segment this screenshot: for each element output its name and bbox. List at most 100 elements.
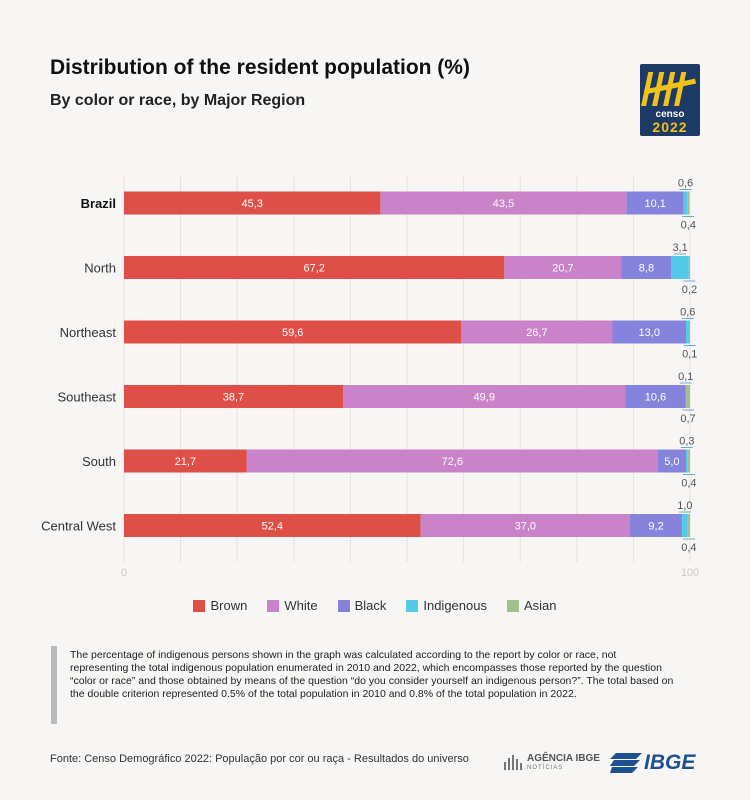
data-label: 49,9: [474, 392, 495, 404]
data-label: 59,6: [282, 327, 303, 339]
category-label: Northeast: [60, 325, 117, 340]
data-label: 0,4: [681, 542, 696, 554]
legend-label: Indigenous: [423, 598, 487, 613]
legend-swatch: [267, 599, 280, 612]
legend-item: Brown: [193, 598, 247, 613]
bar-segment: [124, 449, 247, 473]
bar-segment: [124, 256, 505, 279]
legend-label: Brown: [210, 598, 248, 613]
bar-segment: [124, 191, 381, 215]
data-label: 37,0: [515, 521, 536, 533]
bar-segment: [687, 514, 690, 537]
bar-segment: [686, 320, 690, 344]
x-tick-label: 0: [121, 567, 127, 579]
note-text: The percentage of indigenous persons sho…: [70, 649, 674, 700]
data-label: 0,4: [681, 220, 696, 232]
bar-segment: [461, 320, 613, 344]
bar-segment: [688, 256, 690, 279]
bar-segment: [625, 385, 686, 408]
data-label: 26,7: [526, 327, 547, 339]
data-label: 45,3: [241, 198, 262, 210]
bar-segment: [246, 449, 658, 473]
bar-segment: [380, 191, 627, 215]
data-label: 1,0: [677, 500, 692, 512]
legend-label: Asian: [523, 598, 557, 613]
category-label: Brazil: [81, 196, 116, 211]
data-label: 9,2: [648, 521, 663, 533]
legend-label: White: [284, 598, 318, 613]
data-label: 13,0: [639, 327, 660, 339]
bar-segment: [626, 191, 684, 215]
legend-swatch: [506, 599, 519, 612]
logo-word-censo: censo: [655, 109, 685, 120]
data-label: 0,3: [679, 436, 694, 448]
data-label: 67,2: [303, 263, 324, 275]
bar-segment: [124, 514, 421, 537]
bar-segment: [685, 385, 687, 408]
category-label: Southeast: [57, 390, 116, 405]
data-label: 43,5: [493, 198, 514, 210]
legend-item: Indigenous: [406, 598, 487, 613]
agencia-word: AGÊNCIA IBGE: [527, 753, 600, 764]
legend-item: Asian: [506, 598, 557, 613]
legend-item: Black: [337, 598, 387, 613]
legend-swatch: [406, 599, 419, 612]
censo-2022-logo: censo 2022: [640, 64, 700, 136]
bar-segment: [621, 256, 672, 279]
bar-segment: [683, 191, 688, 215]
category-label: South: [82, 454, 116, 469]
data-label: 10,6: [645, 392, 666, 404]
ibge-logo: IBGE: [610, 750, 705, 776]
category-label: Central West: [41, 519, 116, 534]
data-label: 0,6: [680, 307, 695, 319]
data-label: 8,8: [639, 263, 654, 275]
agencia-sub: NOTÍCIAS: [527, 765, 564, 771]
bar-segment: [420, 514, 631, 537]
data-label: 0,6: [678, 178, 693, 190]
bar-segment: [630, 514, 683, 537]
category-label: North: [84, 261, 116, 276]
bar-segment: [687, 449, 690, 473]
bar-segment: [124, 320, 462, 344]
legend-item: White: [267, 598, 318, 613]
bar-segment: [671, 256, 689, 279]
data-label: 21,7: [175, 456, 196, 468]
logo-word-2022: 2022: [652, 119, 688, 135]
chart-title: Distribution of the resident population …: [50, 56, 470, 79]
bar-segment: [682, 514, 688, 537]
bar-segment: [657, 449, 687, 473]
data-label: 52,4: [262, 521, 283, 533]
tally-marks-icon: [641, 72, 697, 106]
data-label: 0,7: [680, 413, 695, 425]
legend-label: Black: [354, 598, 387, 613]
ibge-word: IBGE: [644, 751, 696, 774]
methodology-note: The percentage of indigenous persons sho…: [51, 646, 676, 724]
legend-swatch: [193, 599, 206, 612]
data-label: 0,1: [678, 371, 693, 383]
data-label: 0,4: [681, 478, 696, 490]
data-label: 20,7: [552, 263, 573, 275]
data-label: 0,2: [682, 284, 697, 296]
ibge-mark-icon: [610, 753, 642, 773]
bar-segment: [504, 256, 622, 279]
agencia-ibge-logo: AGÊNCIA IBGE NOTÍCIAS: [503, 750, 600, 776]
bar-segment: [612, 320, 687, 344]
data-label: 3,1: [672, 242, 687, 254]
data-label: 0,1: [682, 349, 697, 361]
data-label: 38,7: [223, 392, 244, 404]
agencia-bars-icon: [504, 755, 522, 770]
bar-segment: [686, 449, 688, 473]
data-label: 72,6: [442, 456, 463, 468]
x-tick-label: 100: [681, 567, 699, 579]
bar-segment: [686, 385, 690, 408]
bar-segment: [124, 385, 344, 408]
chart-legend: Brown White Black Indigenous Asian: [0, 598, 750, 613]
data-label: 5,0: [664, 456, 679, 468]
bar-segment: [687, 191, 690, 215]
chart-subtitle: By color or race, by Major Region: [50, 92, 306, 109]
bar-segment: [689, 320, 690, 344]
source-text: Fonte: Censo Demográfico 2022: População…: [50, 753, 469, 765]
legend-swatch: [337, 599, 350, 612]
bar-segment: [343, 385, 626, 408]
data-label: 10,1: [644, 198, 665, 210]
